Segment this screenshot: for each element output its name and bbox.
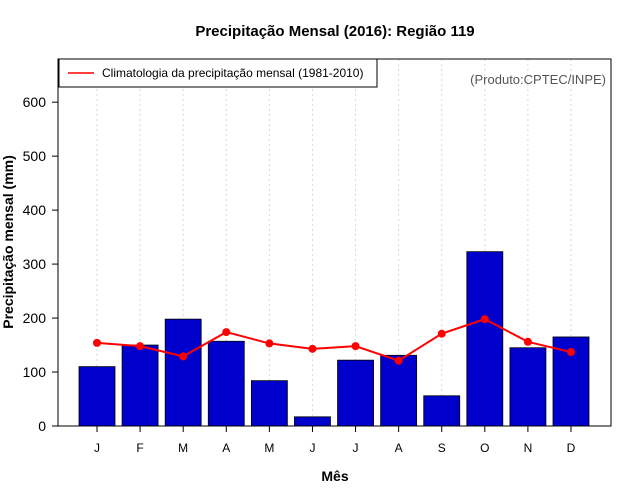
chart-title: Precipitação Mensal (2016): Região 119 <box>195 23 474 40</box>
x-tick-label: N <box>524 441 533 455</box>
climatology-point-1 <box>93 338 101 347</box>
legend: Climatologia da precipitação mensal (198… <box>58 58 378 88</box>
climatology-point-2 <box>136 342 145 351</box>
x-axis-label: Mês <box>321 468 348 484</box>
y-tick-label: 400 <box>23 202 47 218</box>
bar-8 <box>380 354 418 427</box>
climatology-point-5 <box>265 339 274 348</box>
legend-box <box>58 58 378 88</box>
x-tick-label: A <box>222 441 230 455</box>
x-tick-label: J <box>94 441 100 455</box>
x-tick-label: M <box>264 441 274 455</box>
x-tick-label: F <box>136 441 143 455</box>
y-axis-label: Precipitação mensal (mm) <box>0 155 16 329</box>
bar-5 <box>250 380 288 427</box>
y-tick-label: 300 <box>23 256 47 272</box>
bar-6 <box>294 416 331 427</box>
bar-9 <box>423 395 461 427</box>
x-tick-label: D <box>567 441 576 455</box>
legend-entry: Climatologia da precipitação mensal (198… <box>102 66 363 80</box>
bar-2 <box>121 344 159 427</box>
climatology-point-6 <box>308 344 317 353</box>
bar-7 <box>337 359 374 427</box>
climatology-line <box>96 318 572 362</box>
x-tick-label: J <box>353 441 359 455</box>
bar-1 <box>78 366 116 427</box>
climatology-point-4 <box>222 328 231 337</box>
climatology-point-8 <box>394 356 403 365</box>
y-tick-label: 600 <box>23 94 47 110</box>
climatology-point-9 <box>437 329 446 338</box>
x-tick-label: M <box>178 441 188 455</box>
climatology-point-11 <box>523 337 532 346</box>
bar-series <box>78 251 590 427</box>
product-credit: (Produto:CPTEC/INPE) <box>470 72 606 87</box>
climatology-series <box>93 315 575 365</box>
climatology-point-3 <box>179 352 188 361</box>
y-tick-label: 0 <box>38 418 46 434</box>
x-tick-label: O <box>480 441 489 455</box>
climatology-point-12 <box>567 348 575 357</box>
climatology-point-10 <box>480 315 489 324</box>
y-tick-label: 100 <box>23 364 47 380</box>
bar-4 <box>207 340 245 427</box>
climatology-point-7 <box>351 342 360 351</box>
y-tick-label: 500 <box>23 148 47 164</box>
x-tick-label: J <box>309 441 315 455</box>
y-axis: 0 100 200 300 400 500 600 <box>23 94 58 434</box>
bar-10 <box>466 251 504 427</box>
bar-3 <box>164 318 202 427</box>
bar-11 <box>509 347 547 427</box>
x-tick-label: S <box>438 441 446 455</box>
x-tick-label: A <box>395 441 403 455</box>
y-tick-label: 200 <box>23 310 47 326</box>
